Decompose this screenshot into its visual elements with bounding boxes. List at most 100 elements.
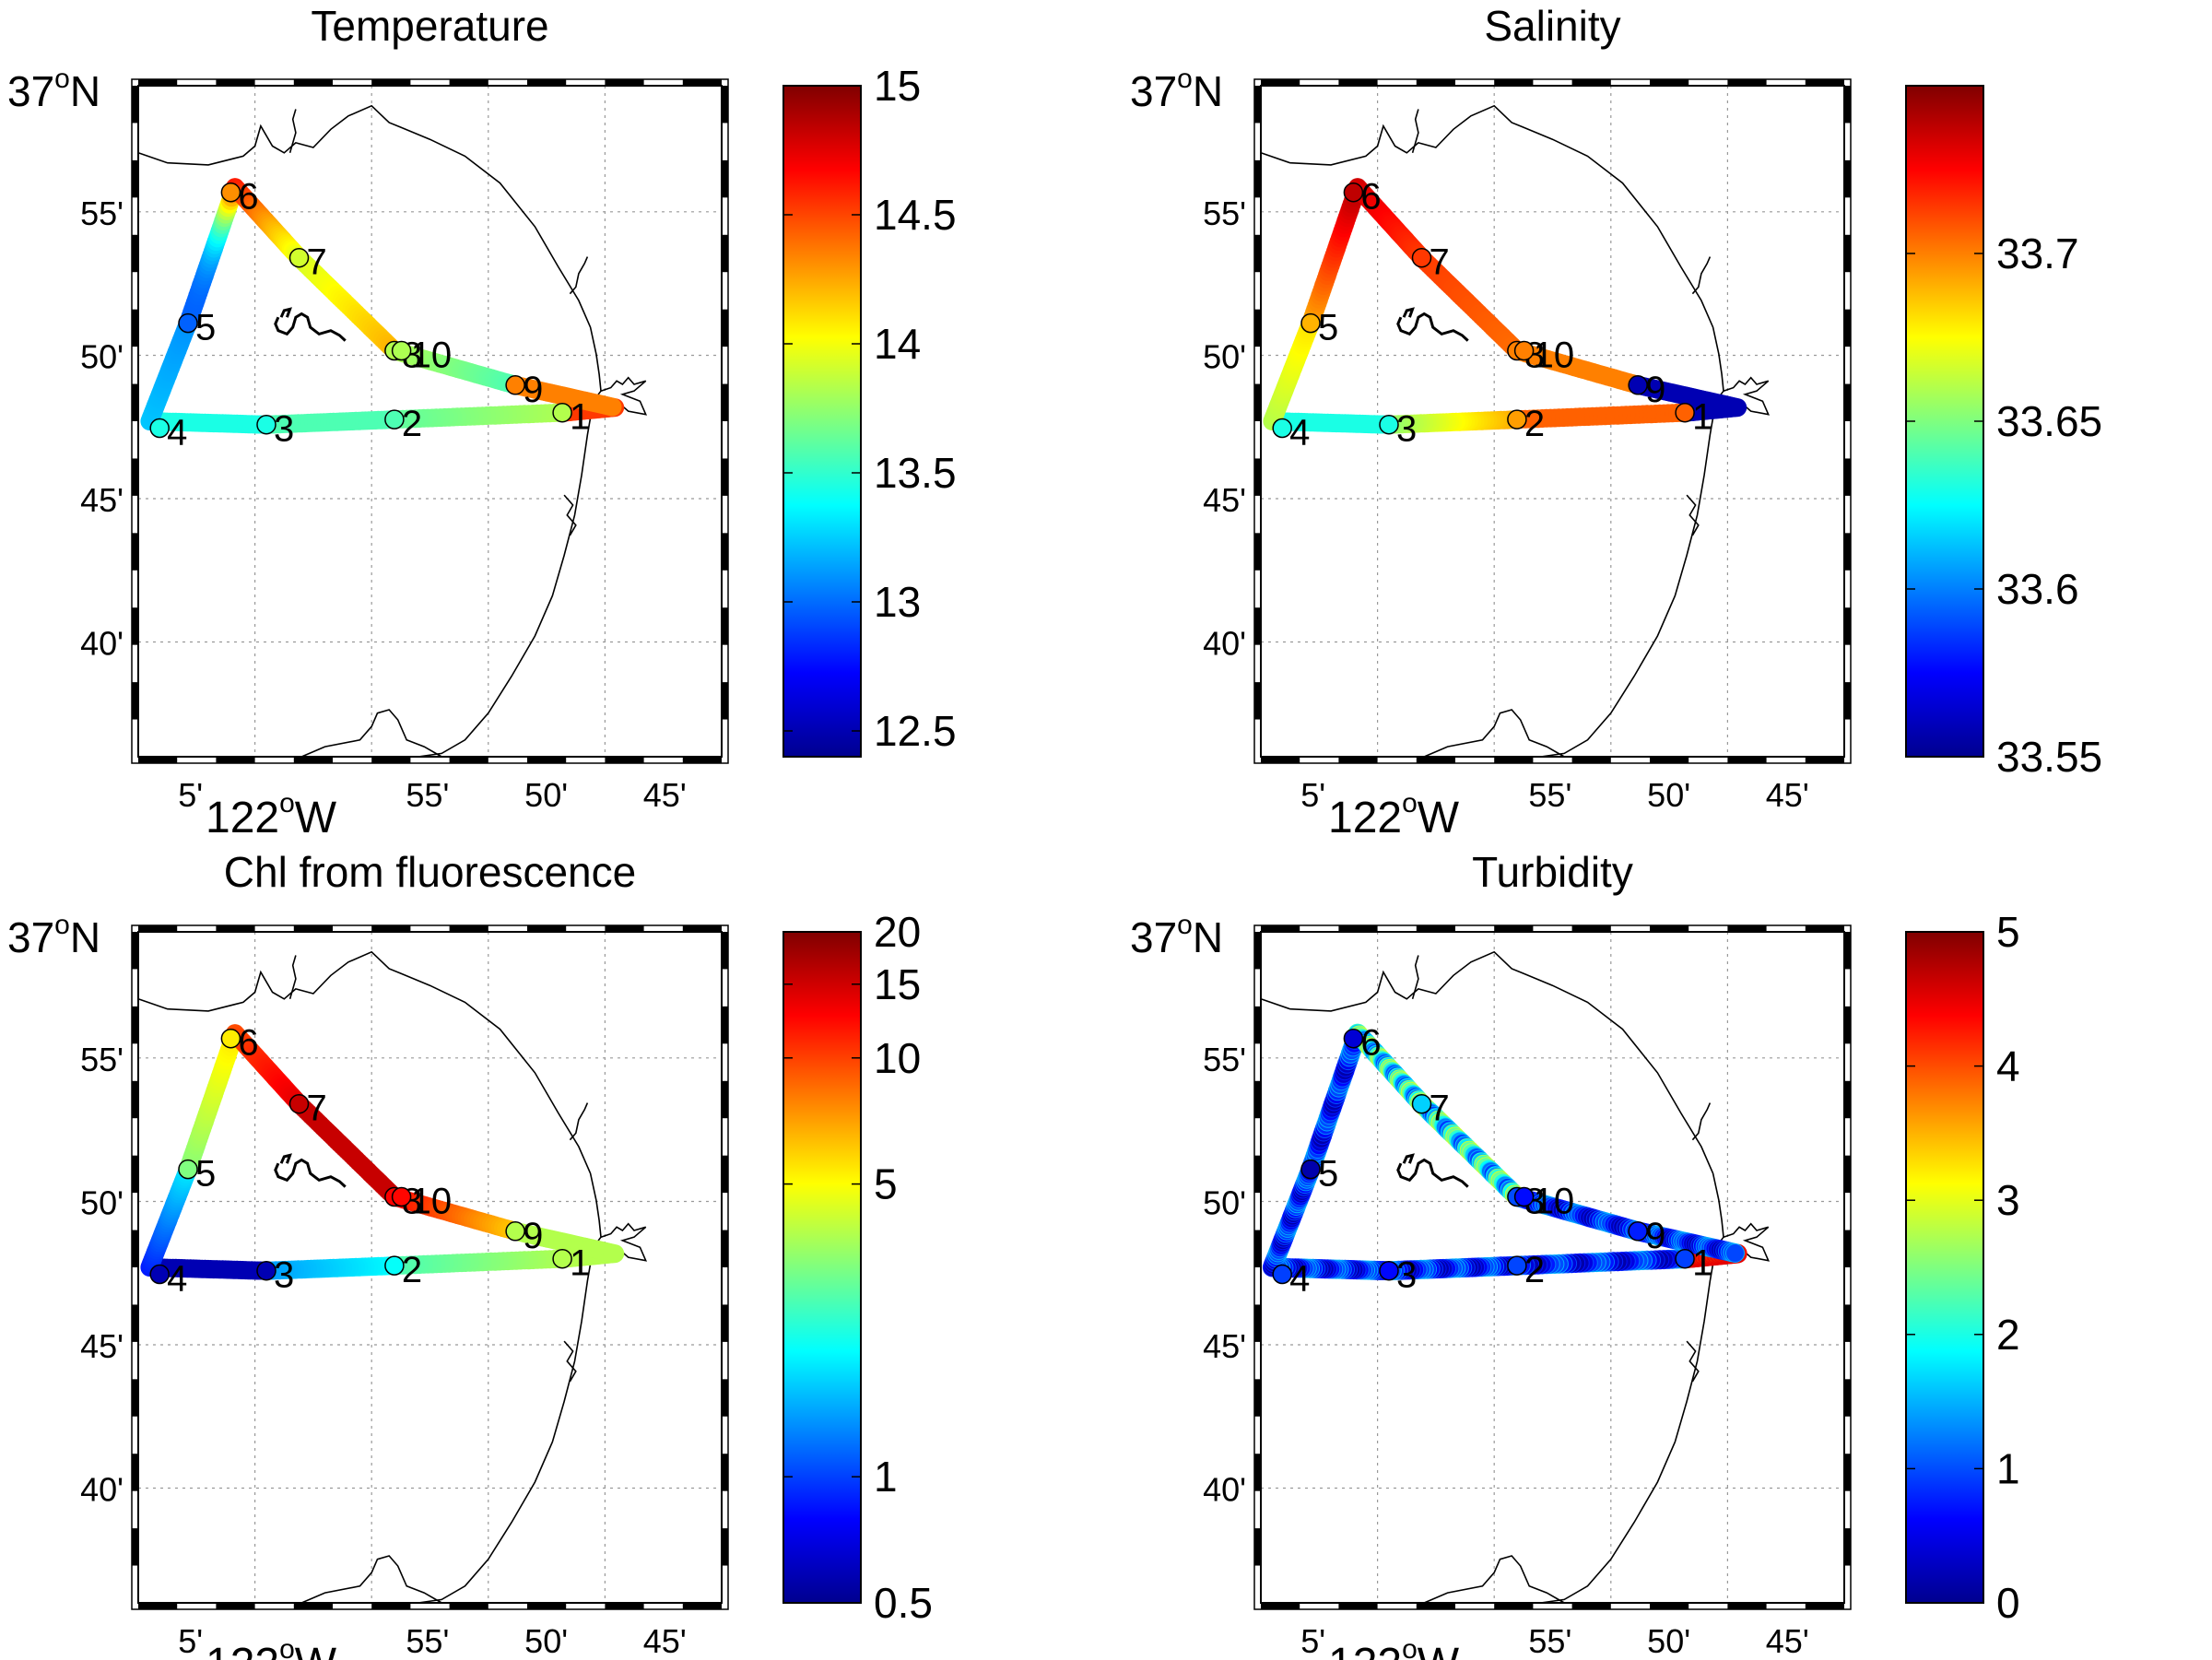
coastline-segment: [300, 709, 442, 758]
station-label: 1: [570, 1243, 590, 1284]
station-marker: [220, 182, 241, 203]
frame-tick: [1727, 925, 1767, 932]
frame-tick: [1805, 1603, 1844, 1609]
station-label: 2: [402, 1250, 422, 1290]
lon-label: 55': [1528, 776, 1571, 814]
frame-tick: [138, 79, 178, 86]
frame-tick: [293, 79, 333, 86]
station-marker: [288, 247, 310, 268]
frame-tick: [1254, 1230, 1261, 1267]
frame-tick: [132, 234, 138, 273]
lon-label: 55': [1528, 1622, 1571, 1660]
station-label: 3: [274, 1255, 294, 1296]
frame-tick: [1650, 925, 1689, 932]
frame-tick: [722, 932, 728, 970]
station-marker: [256, 414, 276, 435]
colorbar-tick-label: 14.5: [874, 191, 957, 239]
frame-tick: [1416, 79, 1455, 86]
lon-label: 55': [406, 1622, 449, 1660]
coastline-segment: [1423, 1555, 1565, 1604]
frame-tick: [293, 757, 333, 763]
colorbar-tick-label: 1: [1996, 1444, 2020, 1492]
frame-tick: [138, 1603, 178, 1609]
frame-tick: [1844, 932, 1851, 970]
lon-label: 50': [1647, 776, 1690, 814]
station-label: 3: [274, 409, 294, 450]
frame-tick: [1844, 159, 1851, 198]
frame-tick: [1254, 86, 1261, 124]
frame-tick: [1844, 234, 1851, 273]
frame-tick: [1805, 79, 1844, 86]
track-sample: [603, 1243, 622, 1263]
frame-tick: [1844, 682, 1851, 720]
lon-label: 5': [1300, 1622, 1325, 1660]
frame-tick: [132, 159, 138, 198]
station-marker: [505, 1221, 525, 1242]
lon-label: 45': [643, 1622, 687, 1660]
station-label: 2: [1524, 1250, 1545, 1290]
station-label: 2: [402, 404, 422, 444]
station-label: 6: [1360, 177, 1381, 218]
lon-label: 55': [406, 776, 449, 814]
frame-tick: [722, 383, 728, 421]
station-marker: [505, 375, 525, 395]
frame-tick: [1844, 533, 1851, 571]
frame-tick: [1844, 309, 1851, 347]
lon-label: 45': [1766, 1622, 1809, 1660]
station-label: 9: [1645, 370, 1665, 410]
frame-tick: [1494, 925, 1534, 932]
coastline-segment: [1686, 1340, 1700, 1383]
frame-tick: [1338, 925, 1378, 932]
frame-tick: [216, 925, 255, 932]
canyon-contour: [274, 312, 347, 342]
frame-tick: [1254, 1379, 1261, 1417]
frame-tick: [293, 1603, 333, 1609]
lon-label-main: 122oW: [1328, 1634, 1460, 1660]
station-label: 7: [1429, 242, 1449, 283]
frame-tick: [132, 458, 138, 496]
station-label: 7: [1429, 1089, 1449, 1129]
coastline-segment: [563, 1340, 577, 1383]
frame-tick: [1254, 607, 1261, 645]
frame-tick: [138, 757, 178, 763]
canyon-contour: [274, 1158, 347, 1188]
frame-tick: [722, 159, 728, 198]
station-label: 4: [1289, 1258, 1310, 1299]
frame-tick: [527, 1603, 567, 1609]
canyon-contour: [279, 307, 292, 318]
station-label: 5: [195, 308, 216, 348]
frame-tick: [1844, 1006, 1851, 1044]
coastline-segment: [1686, 494, 1700, 536]
frame-tick: [1844, 86, 1851, 124]
frame-tick: [1494, 79, 1534, 86]
lon-label: 5': [178, 1622, 203, 1660]
frame-tick: [722, 533, 728, 571]
station-label: 1: [570, 397, 590, 438]
frame-tick: [1805, 757, 1844, 763]
station-marker: [552, 402, 572, 423]
frame-tick: [1254, 1304, 1261, 1342]
lat-label: 40': [80, 1470, 124, 1508]
frame-tick: [132, 1454, 138, 1491]
frame-tick: [1844, 383, 1851, 421]
frame-tick: [682, 1603, 722, 1609]
lat-label-top: 37oN: [7, 64, 100, 115]
frame-tick: [722, 1155, 728, 1194]
canyon-contour: [279, 1153, 292, 1164]
colorbar-gradient: [1905, 931, 1984, 1604]
frame-tick: [1254, 458, 1261, 496]
colorbar-tick-label: 20: [874, 908, 921, 956]
lat-label: 50': [1203, 1184, 1246, 1222]
station-marker: [1628, 1221, 1648, 1242]
map-panel: Chl from fluorescence1234567891037oN55'5…: [7, 848, 933, 1660]
station-marker: [391, 340, 412, 361]
frame-tick: [722, 682, 728, 720]
station-marker: [384, 409, 405, 430]
lon-label: 45': [1766, 776, 1809, 814]
frame-tick: [1844, 1379, 1851, 1417]
frame-tick: [1844, 1304, 1851, 1342]
map-outer-frame: [131, 78, 729, 764]
station-label: 10: [1534, 335, 1575, 375]
frame-tick: [132, 309, 138, 347]
colorbar-tick-label: 0.5: [874, 1579, 933, 1627]
